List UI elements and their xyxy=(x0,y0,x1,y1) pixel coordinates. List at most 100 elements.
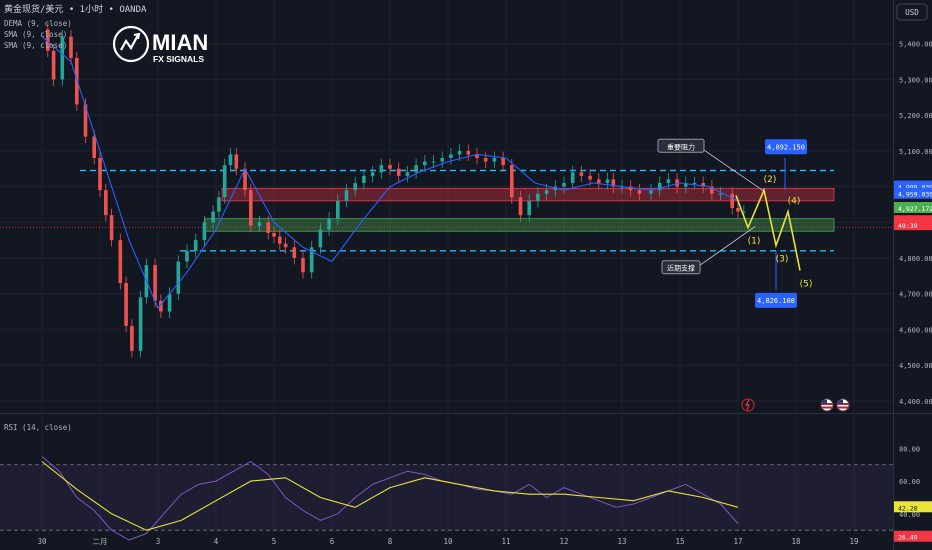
price-candle xyxy=(483,158,488,162)
price-candle xyxy=(527,200,531,216)
lightning-event-icon[interactable] xyxy=(741,398,755,412)
price-candle xyxy=(440,158,444,162)
price-candle xyxy=(98,158,102,191)
price-candle xyxy=(423,161,427,166)
wave-label: (5) xyxy=(800,280,813,290)
price-candle xyxy=(579,172,584,176)
price-candle xyxy=(138,297,143,351)
price-candle xyxy=(536,193,540,201)
price-candle xyxy=(611,179,616,187)
price-candle xyxy=(718,193,723,195)
support-note: 近期支撑 xyxy=(667,264,695,273)
price-tick-label: 4,800.000 xyxy=(899,255,932,263)
price-tick-label: 5,300.000 xyxy=(899,76,932,84)
price-candle xyxy=(657,183,662,191)
time-tick-label: 13 xyxy=(617,537,626,546)
price-candle xyxy=(83,104,88,137)
price-tick-label: 4,700.000 xyxy=(899,291,932,299)
price-candle xyxy=(388,165,392,169)
price-candle xyxy=(597,179,601,183)
price-candle xyxy=(249,190,253,226)
resistance-zone xyxy=(221,187,835,202)
time-tick-label: 30 xyxy=(37,537,47,546)
price-candle xyxy=(69,36,73,58)
price-candle xyxy=(666,179,671,183)
series-group xyxy=(41,23,746,541)
price-pane[interactable] xyxy=(0,0,893,413)
price-candle xyxy=(344,190,349,201)
price-candle xyxy=(46,29,50,51)
dema-line xyxy=(41,36,739,309)
price-candle xyxy=(153,265,157,301)
price-candle xyxy=(272,233,276,237)
price-candle xyxy=(309,247,314,273)
price-axis[interactable] xyxy=(893,0,932,550)
price-candle xyxy=(628,186,633,191)
time-tick-label: 18 xyxy=(791,537,801,546)
price-label-box xyxy=(894,187,932,199)
time-tick-label: 8 xyxy=(388,537,393,546)
price-candle xyxy=(449,154,453,158)
price-candle xyxy=(211,211,215,223)
price-candle xyxy=(544,190,549,194)
rsi-current-box xyxy=(894,530,932,542)
target-high-box xyxy=(765,139,807,155)
mian-logo: MIAN FX SIGNALS xyxy=(112,25,208,64)
price-candle xyxy=(466,150,471,155)
price-candle xyxy=(570,172,575,183)
indicator-sma-1[interactable]: SMA (9, close) xyxy=(4,30,67,39)
us-flag-event-icon-2[interactable] xyxy=(836,398,850,412)
price-candle xyxy=(234,154,239,169)
time-tick-label: 17 xyxy=(733,537,742,546)
price-candle xyxy=(109,215,114,241)
price-label-box xyxy=(894,219,932,231)
price-candle xyxy=(336,200,340,219)
price-candle xyxy=(124,283,128,326)
logo-subtitle: FX SIGNALS xyxy=(153,54,204,64)
price-candle xyxy=(457,150,462,155)
price-candle xyxy=(370,172,375,176)
price-candle xyxy=(228,154,233,166)
price-candle xyxy=(588,175,592,180)
wave-label: (2) xyxy=(764,175,777,185)
rsi-pane[interactable] xyxy=(0,420,893,532)
time-tick-label: 19 xyxy=(849,537,858,546)
rsi-band xyxy=(0,464,893,531)
support-zone xyxy=(204,218,835,232)
time-tick-label: 11 xyxy=(501,537,510,546)
resistance-note-box xyxy=(657,138,705,153)
currency-button-label[interactable]: USD xyxy=(905,8,919,17)
price-candle xyxy=(51,50,56,80)
target-low-box xyxy=(755,292,797,308)
rsi-ma-line xyxy=(41,461,739,531)
rsi-title[interactable]: RSI (14, close) xyxy=(4,423,72,432)
price-candle xyxy=(649,190,653,194)
resistance-note-pointer xyxy=(699,146,766,193)
price-candle xyxy=(431,161,436,163)
wave-label: (1) xyxy=(748,237,761,247)
time-tick-label: 12 xyxy=(559,537,568,546)
support-note-box xyxy=(661,260,701,275)
us-flag-event-icon[interactable] xyxy=(820,398,834,412)
zones xyxy=(0,169,893,252)
price-candle xyxy=(701,183,705,187)
support-note-pointer xyxy=(694,226,756,270)
currency-button[interactable] xyxy=(896,3,928,21)
rsi-tick-label: 40.00 xyxy=(899,511,920,519)
price-candle xyxy=(396,168,401,176)
rsi-tick-label: 60.00 xyxy=(899,478,920,486)
price-candle xyxy=(167,293,172,312)
price-candle xyxy=(518,197,523,216)
symbol-title[interactable]: 黄金现货/美元 • 1小时 • OANDA xyxy=(4,3,147,15)
price-candle xyxy=(60,36,65,80)
price-candle xyxy=(104,190,108,216)
indicator-sma-2[interactable]: SMA (9, close) xyxy=(4,41,67,50)
logo-arrowhead-icon xyxy=(133,32,141,40)
wave-projection-path xyxy=(735,187,801,271)
target-low-label: 4,826.108 xyxy=(757,297,795,305)
price-candle xyxy=(684,183,688,187)
rsi-tick-label: 80.00 xyxy=(899,445,920,453)
price-tick-label: 4,600.000 xyxy=(899,326,932,334)
indicator-dema[interactable]: DEMA (9, close) xyxy=(4,19,72,28)
